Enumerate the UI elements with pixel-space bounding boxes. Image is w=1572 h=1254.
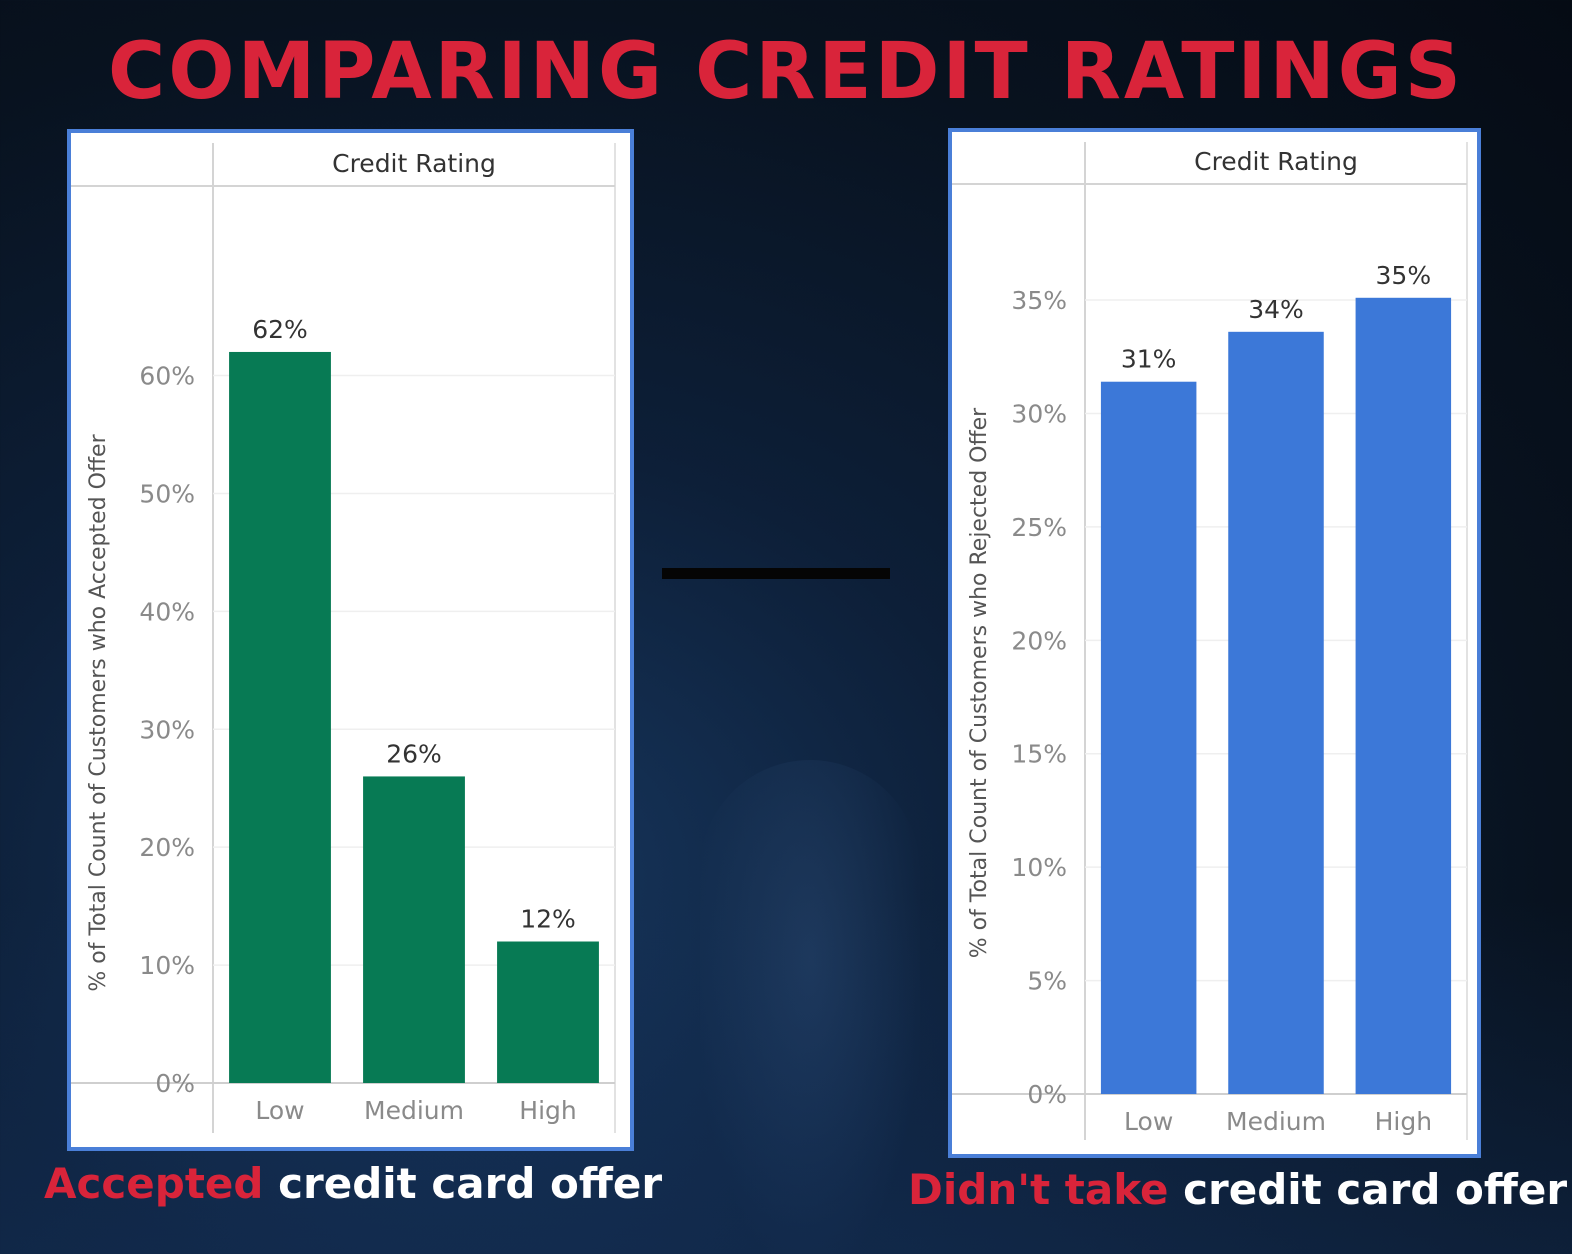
accepted-y-tick-label: 0% bbox=[155, 1069, 195, 1098]
rejected-caption-highlight: Didn't take bbox=[908, 1165, 1169, 1214]
rejected-y-tick-label: 30% bbox=[1011, 399, 1067, 428]
rejected-offer-chart-panel: Credit Rating 0% 5% 10% 15% 20% 25% 30% 35% % of … bbox=[948, 128, 1481, 1158]
accepted-offer-chart: Credit Rating 0% 10% 20% 30% 40% 50% 60% % of To… bbox=[71, 143, 616, 1133]
rejected-offer-chart: Credit Rating 0% 5% 10% 15% 20% 25% 30% 35% % of … bbox=[952, 142, 1468, 1140]
rejected-y-tick-label: 35% bbox=[1011, 286, 1067, 315]
accepted-y-tick-label: 60% bbox=[139, 362, 195, 391]
rejected-y-tick-label: 20% bbox=[1011, 626, 1067, 655]
accepted-x-tick-label: High bbox=[519, 1096, 576, 1125]
rejected-header-title: Credit Rating bbox=[1194, 147, 1358, 176]
rejected-bar-label: 31% bbox=[1121, 345, 1177, 374]
accepted-caption: Accepted credit card offer bbox=[44, 1156, 662, 1212]
accepted-bar bbox=[229, 351, 331, 1084]
accepted-y-tick-label: 20% bbox=[139, 833, 195, 862]
rejected-y-tick-label: 15% bbox=[1011, 740, 1067, 769]
accepted-bar bbox=[363, 776, 465, 1083]
rejected-x-tick-label: Medium bbox=[1226, 1107, 1326, 1136]
rejected-y-tick-label: 0% bbox=[1027, 1080, 1067, 1109]
rejected-caption-rest: credit card offer bbox=[1168, 1165, 1568, 1214]
rejected-y-axis-label: % of Total Count of Customers who Reject… bbox=[967, 407, 992, 958]
rejected-x-tick-label: Low bbox=[1124, 1107, 1173, 1136]
rejected-caption: Didn't take credit card offer bbox=[908, 1162, 1567, 1218]
background-figure bbox=[700, 760, 920, 1254]
accepted-y-tick-label: 50% bbox=[139, 479, 195, 508]
accepted-bar-label: 62% bbox=[252, 315, 308, 344]
accepted-offer-chart-panel: Credit Rating 0% 10% 20% 30% 40% 50% 60% % of To… bbox=[67, 129, 634, 1151]
rejected-bar bbox=[1355, 297, 1452, 1095]
rejected-x-tick-label: High bbox=[1375, 1107, 1432, 1136]
accepted-bar-label: 12% bbox=[520, 905, 576, 934]
rejected-bar bbox=[1228, 331, 1324, 1094]
rejected-bar-label: 35% bbox=[1376, 261, 1432, 290]
accepted-y-tick-label: 40% bbox=[139, 597, 195, 626]
divider-line bbox=[662, 568, 890, 579]
rejected-bar-label: 34% bbox=[1248, 295, 1304, 324]
accepted-caption-highlight: Accepted bbox=[44, 1159, 264, 1208]
accepted-y-tick-label: 10% bbox=[139, 951, 195, 980]
page-title: COMPARING CREDIT RATINGS bbox=[108, 27, 1464, 117]
rejected-y-tick-label: 10% bbox=[1011, 853, 1067, 882]
accepted-caption-rest: credit card offer bbox=[263, 1159, 663, 1208]
rejected-bar bbox=[1100, 381, 1197, 1094]
rejected-y-tick-label: 5% bbox=[1027, 967, 1067, 996]
accepted-x-tick-label: Medium bbox=[364, 1096, 464, 1125]
accepted-y-tick-label: 30% bbox=[139, 715, 195, 744]
rejected-y-tick-label: 25% bbox=[1011, 513, 1067, 542]
accepted-x-tick-label: Low bbox=[255, 1096, 304, 1125]
accepted-bar bbox=[497, 941, 599, 1083]
accepted-bar-label: 26% bbox=[386, 739, 442, 768]
accepted-header-title: Credit Rating bbox=[332, 149, 496, 178]
accepted-y-axis-label: % of Total Count of Customers who Accept… bbox=[86, 433, 111, 991]
